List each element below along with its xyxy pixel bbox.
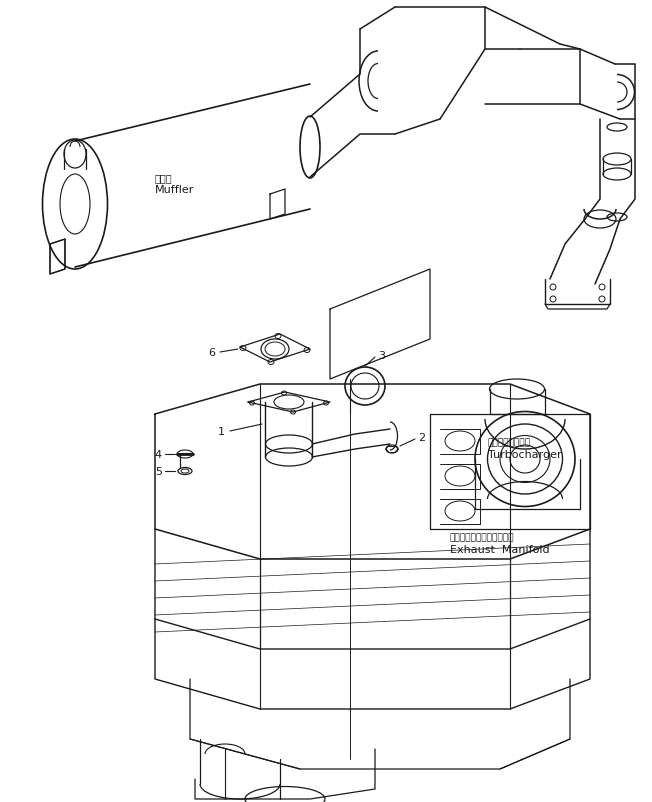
Text: エキゾーストマニホールド: エキゾーストマニホールド xyxy=(450,533,514,542)
Text: 4: 4 xyxy=(155,449,162,460)
Text: 3: 3 xyxy=(378,350,385,361)
Text: Turbocharger: Turbocharger xyxy=(488,449,561,460)
Text: Exhaust  Manifold: Exhaust Manifold xyxy=(450,545,550,554)
Text: 1: 1 xyxy=(218,427,225,436)
Text: 2: 2 xyxy=(418,432,425,443)
Text: 6: 6 xyxy=(208,347,215,358)
Text: マフラ: マフラ xyxy=(155,172,173,183)
Text: ターボチャージャ: ターボチャージャ xyxy=(488,438,531,447)
Text: 5: 5 xyxy=(155,467,162,476)
Text: Muffler: Muffler xyxy=(155,184,194,195)
